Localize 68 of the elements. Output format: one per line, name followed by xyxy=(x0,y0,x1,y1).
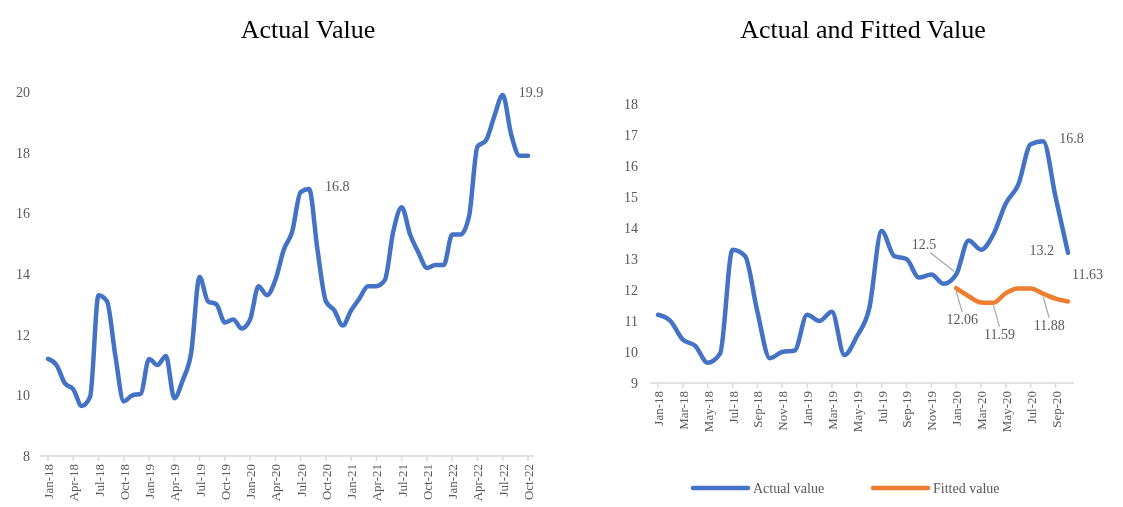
data-label: 19.9 xyxy=(518,85,544,101)
y-tick-label: 10 xyxy=(624,345,638,360)
x-tick-label: Jul-18 xyxy=(91,464,107,497)
x-tick-label: Jan-22 xyxy=(445,464,461,499)
data-label: 11.88 xyxy=(1033,317,1065,333)
x-tick-label: Nov-19 xyxy=(924,391,940,431)
x-tick-label: Oct-20 xyxy=(318,464,334,501)
y-tick-label: 17 xyxy=(624,128,638,143)
chart-title: Actual and Fitted Value xyxy=(740,15,986,44)
y-tick-label: 20 xyxy=(16,85,30,100)
x-tick-label: May-18 xyxy=(700,391,716,433)
data-label: 11.59 xyxy=(983,326,1015,342)
x-tick-label: Jul-22 xyxy=(495,464,511,497)
y-tick-label: 13 xyxy=(624,252,638,267)
x-tick-label: Apr-21 xyxy=(369,464,385,502)
x-tick-label: Apr-22 xyxy=(470,464,486,502)
y-tick-label: 12 xyxy=(624,283,638,298)
x-tick-label: Jan-18 xyxy=(41,464,56,499)
data-label: 12.5 xyxy=(911,236,937,252)
x-tick-label: Apr-18 xyxy=(66,464,82,502)
y-tick-label: 9 xyxy=(631,376,638,391)
x-tick-label: Jan-20 xyxy=(949,391,965,426)
x-tick-label: Jan-19 xyxy=(142,464,158,499)
line-series xyxy=(953,285,1071,305)
x-tick-label: Oct-22 xyxy=(521,464,536,501)
x-tick-label: Jul-20 xyxy=(293,464,309,497)
x-tick-label: Sep-18 xyxy=(750,391,766,428)
x-tick-label: Jul-21 xyxy=(394,464,410,497)
data-label: 16.8 xyxy=(325,179,350,195)
x-tick-label: Jul-20 xyxy=(1023,391,1039,424)
x-tick-label: May-19 xyxy=(849,391,865,433)
y-tick-label: 18 xyxy=(16,145,30,161)
x-tick-label: May-20 xyxy=(998,391,1014,433)
chart-title: Actual Value xyxy=(240,15,376,44)
legend-label: Actual value xyxy=(753,481,825,496)
y-tick-label: 18 xyxy=(624,97,638,112)
legend-label: Fitted value xyxy=(933,481,1000,496)
y-tick-label: 14 xyxy=(16,267,30,282)
y-tick-label: 15 xyxy=(624,190,638,205)
data-label: 11.63 xyxy=(1072,267,1103,283)
x-tick-label: Mar-18 xyxy=(675,391,691,430)
x-tick-label: Jul-18 xyxy=(725,391,741,424)
x-tick-label: Apr-19 xyxy=(167,464,183,502)
y-tick-label: 16 xyxy=(16,206,30,222)
y-tick-label: 12 xyxy=(16,327,30,343)
x-tick-label: Jan-18 xyxy=(651,391,666,426)
x-tick-label: Nov-18 xyxy=(775,391,791,431)
y-tick-label: 8 xyxy=(23,449,30,464)
x-tick-label: Sep-20 xyxy=(1048,391,1064,428)
y-tick-label: 11 xyxy=(624,314,638,329)
data-label: 12.06 xyxy=(946,312,978,328)
y-tick-label: 14 xyxy=(624,221,638,236)
x-tick-label: Mar-20 xyxy=(974,391,990,430)
x-tick-label: Apr-20 xyxy=(268,464,284,502)
x-tick-label: Jan-21 xyxy=(344,464,360,499)
x-tick-label: Oct-19 xyxy=(217,464,233,501)
y-tick-label: 10 xyxy=(16,388,30,404)
x-tick-label: Jan-20 xyxy=(243,464,259,499)
x-tick-label: Mar-19 xyxy=(824,391,840,430)
x-tick-label: Jul-19 xyxy=(874,391,890,424)
x-tick-label: Jan-19 xyxy=(800,391,816,426)
data-label: 16.8 xyxy=(1059,131,1084,147)
x-tick-label: Oct-18 xyxy=(116,464,132,501)
data-label: 13.2 xyxy=(1029,242,1054,258)
x-tick-label: Oct-21 xyxy=(419,464,435,501)
y-tick-label: 16 xyxy=(624,159,638,174)
x-tick-label: Jul-19 xyxy=(192,464,208,497)
x-tick-label: Sep-19 xyxy=(899,391,915,428)
